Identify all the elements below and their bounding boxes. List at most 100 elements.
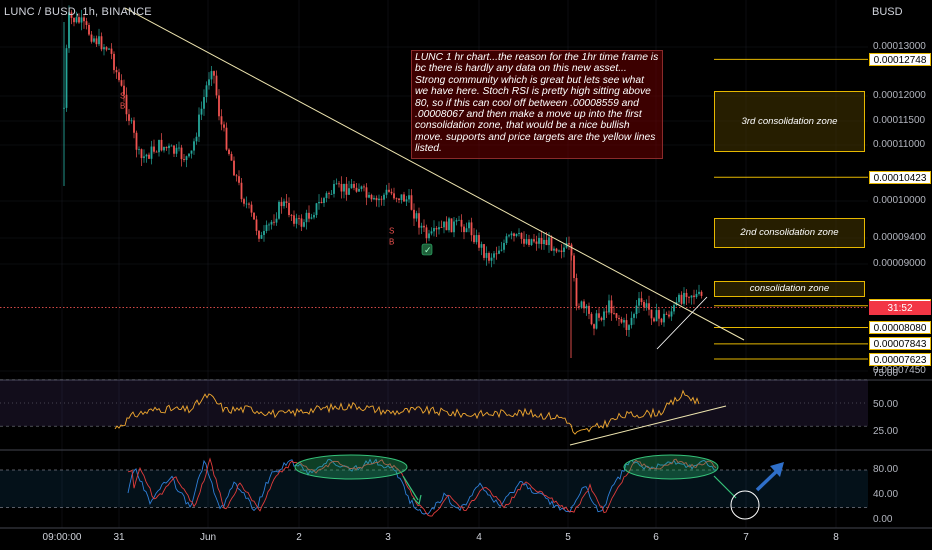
candle-body <box>165 146 168 149</box>
candle-body <box>85 21 88 25</box>
candle-body <box>300 218 303 227</box>
candle-body <box>335 183 338 185</box>
candle-body <box>295 218 298 224</box>
candle-body <box>510 233 513 236</box>
candle-body <box>593 324 595 329</box>
candle-body <box>143 156 145 159</box>
candle-body <box>670 311 673 317</box>
candle-body <box>133 120 135 133</box>
candle-body <box>160 139 163 151</box>
candle-body <box>175 147 178 154</box>
candle-body <box>168 145 170 149</box>
candle-body <box>455 220 458 222</box>
candle-body <box>678 294 680 303</box>
candle-body <box>508 235 510 237</box>
price-axis-tick: 0.00011000 <box>873 139 926 150</box>
candle-body <box>268 224 270 226</box>
candle-body <box>423 225 425 228</box>
candle-body <box>493 253 495 258</box>
candle-body <box>110 48 113 54</box>
candle-body <box>608 300 610 313</box>
candle-body <box>68 12 70 49</box>
candle-body <box>103 47 105 50</box>
candle-body <box>125 94 128 115</box>
candle-body <box>438 227 440 230</box>
candle-body <box>673 305 675 312</box>
candle-body <box>263 230 265 235</box>
rsi-line <box>114 389 700 435</box>
price-axis-tick: 0.00011500 <box>873 115 926 126</box>
candle-body <box>420 225 423 228</box>
candle-body <box>615 313 618 318</box>
candle-body <box>310 217 313 219</box>
candle-body <box>373 197 375 200</box>
candle-body <box>583 301 585 309</box>
candle-body <box>680 294 683 304</box>
signal-marker: S <box>120 92 125 101</box>
candle-body <box>418 213 420 228</box>
candle-body <box>515 233 518 237</box>
price-axis-tick: 0.00009400 <box>873 232 926 243</box>
candle-body <box>468 222 470 229</box>
candle-body <box>548 237 550 246</box>
price-label: 0.00010423 <box>869 170 931 184</box>
candle-body <box>655 310 658 322</box>
candle-body <box>313 215 315 218</box>
candle-body <box>613 313 615 314</box>
candle-body <box>588 305 590 314</box>
candle-body <box>108 48 110 50</box>
candle-body <box>635 305 638 315</box>
annotation-note[interactable]: LUNC 1 hr chart...the reason for the 1hr… <box>411 50 663 159</box>
candle-body <box>520 232 523 239</box>
candle-body <box>218 95 220 117</box>
candle-body <box>253 212 255 220</box>
candle-body <box>113 53 115 71</box>
candle-body <box>618 317 620 320</box>
uptrend-line <box>656 296 708 350</box>
candle-body <box>498 250 500 254</box>
candle-body <box>245 203 248 205</box>
candle-body <box>563 247 565 252</box>
time-axis-tick: Jun <box>199 532 217 543</box>
candle-body <box>120 80 123 86</box>
candle-body <box>478 235 480 248</box>
candle-body <box>490 257 493 261</box>
arrow-down <box>402 475 419 501</box>
candle-body <box>523 238 525 244</box>
time-axis-tick: 2 <box>296 532 302 543</box>
candle-body <box>230 153 233 161</box>
candle-body <box>565 243 568 248</box>
rsi-axis-tick: 75.00 <box>873 368 899 379</box>
currency-label: BUSD <box>872 6 903 18</box>
price-label: 31:52 <box>869 301 931 315</box>
candle-body <box>375 197 378 201</box>
candle-body <box>88 24 90 35</box>
candle-body <box>148 154 150 159</box>
candle-body <box>100 36 103 50</box>
time-axis-tick: 31 <box>113 532 125 543</box>
candle-body <box>383 194 385 200</box>
candle-body <box>228 149 230 154</box>
candle-body <box>573 255 575 279</box>
candle-body <box>355 187 358 192</box>
candle-body <box>215 75 218 96</box>
arrow-up-head <box>770 462 784 477</box>
candle-body <box>178 147 180 149</box>
candle-body <box>430 231 433 234</box>
candle-body <box>80 17 83 23</box>
candle-body <box>323 198 325 203</box>
candle-body <box>465 228 468 233</box>
candle-body <box>485 253 488 258</box>
symbol-title[interactable]: LUNC / BUSD, 1h, BINANCE <box>4 6 152 18</box>
consolidation-zone-box: 2nd consolidation zone <box>714 217 865 248</box>
candle-body <box>460 219 463 227</box>
candle-body <box>685 292 688 298</box>
price-label: 0.00008080 <box>869 321 931 334</box>
candle-body <box>513 233 515 237</box>
price-axis-tick: 0.00007450 <box>873 365 926 376</box>
candle-body <box>518 232 520 234</box>
time-axis-tick: 6 <box>653 532 659 543</box>
candle-body <box>500 249 503 251</box>
candle-body <box>348 188 350 195</box>
time-axis-tick: 3 <box>385 532 391 543</box>
